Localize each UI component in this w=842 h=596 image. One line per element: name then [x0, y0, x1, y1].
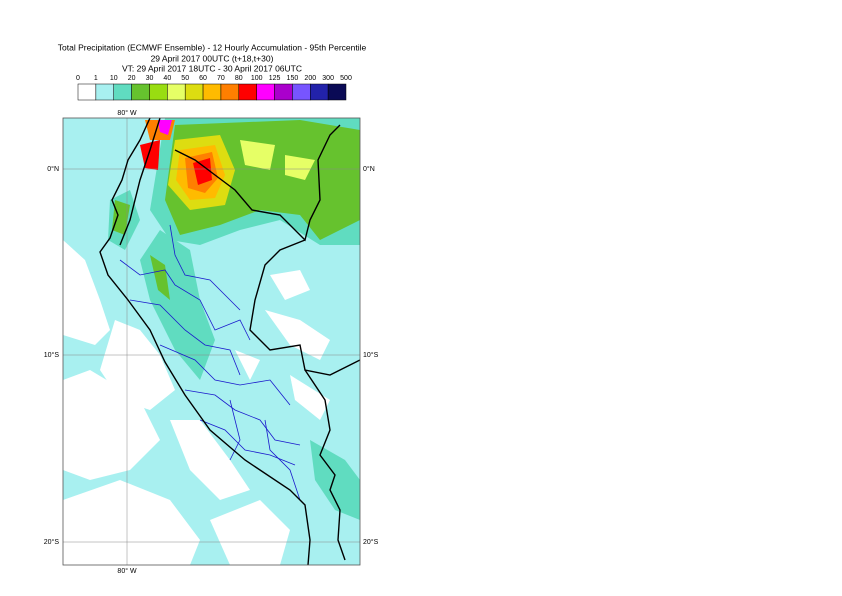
legend-label: 150	[287, 75, 299, 82]
lat-label: 20°S	[44, 538, 60, 546]
regional-borders	[119, 224, 301, 501]
legend-box	[77, 83, 97, 101]
legend-box	[220, 83, 240, 101]
legend-box	[131, 83, 150, 101]
title: Total Precipitation (ECMWF Ensemble) - 1…	[58, 42, 367, 52]
legend-box	[167, 83, 186, 101]
legend-box	[202, 83, 222, 101]
legend-label: 0	[76, 75, 80, 82]
legend-label: 60	[199, 75, 207, 82]
legend-label: 500	[340, 75, 352, 82]
legend-label: 30	[146, 75, 154, 82]
lon-label: 80° W	[117, 567, 137, 575]
lat-label: 10°S	[363, 351, 379, 359]
legend-label: 300	[322, 75, 334, 82]
dry-areas	[63, 240, 330, 565]
lat-label: 10°S	[44, 351, 60, 359]
legend-label: 100	[251, 75, 263, 82]
legend-box	[292, 83, 311, 101]
lon-label: 80° W	[117, 109, 137, 117]
coastline-and-borders	[99, 118, 360, 565]
legend-box	[184, 83, 204, 101]
legend-box	[149, 83, 168, 101]
legend-box	[327, 83, 347, 101]
valid-time: VT: 29 April 2017 18UTC - 30 April 2017 …	[122, 63, 302, 73]
legend-label: 200	[304, 75, 316, 82]
map-frame	[62, 117, 361, 566]
lat-label: 0°N	[47, 165, 59, 173]
lat-label: 0°N	[363, 165, 375, 173]
legend-box	[238, 83, 257, 101]
legend-label: 80	[235, 75, 243, 82]
legend: 0 1 10 20 30 40 50 60 70 80 100 125 150 200 300 500	[76, 75, 352, 101]
legend-box	[274, 83, 293, 101]
legend-box	[310, 83, 329, 101]
legend-box	[113, 83, 132, 101]
map	[63, 118, 360, 565]
legend-label: 40	[163, 75, 171, 82]
legend-label: 70	[217, 75, 225, 82]
legend-label: 10	[110, 75, 118, 82]
wet-areas	[108, 118, 360, 520]
legend-label: 50	[181, 75, 189, 82]
run-time: 29 April 2017 00UTC (t+18,t+30)	[151, 53, 274, 63]
lat-label: 20°S	[363, 538, 379, 546]
legend-label: 1	[94, 75, 98, 82]
legend-box	[95, 83, 114, 101]
legend-label: 20	[128, 75, 136, 82]
legend-box	[256, 83, 275, 101]
legend-label: 125	[269, 75, 281, 82]
